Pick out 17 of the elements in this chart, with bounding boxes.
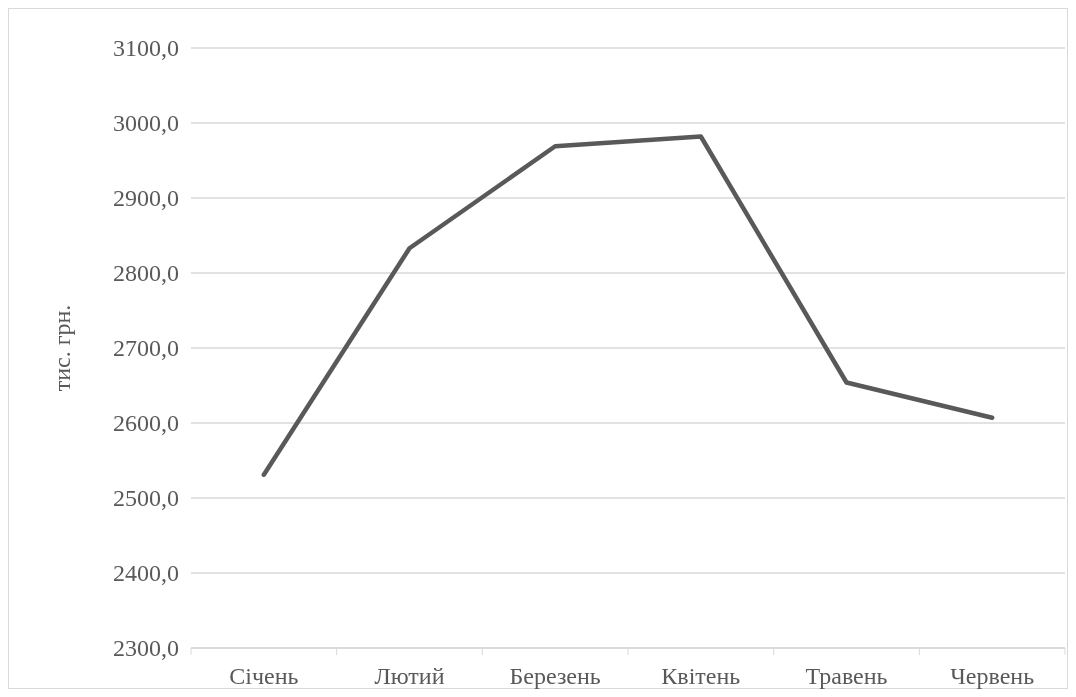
x-tick-label: Червень (950, 663, 1035, 689)
y-tick-label: 2800,0 (113, 260, 179, 287)
y-tick-label: 2300,0 (113, 635, 179, 662)
y-tick-label: 3100,0 (113, 35, 179, 62)
y-tick-label: 2900,0 (113, 185, 179, 212)
y-axis-title: тис. грн. (49, 304, 75, 392)
y-tick-label: 3000,0 (113, 110, 179, 137)
x-tick-label: Березень (509, 663, 601, 689)
x-tick-label: Травень (805, 663, 888, 689)
x-tick-label: Квітень (661, 663, 741, 689)
y-tick-label: 2400,0 (113, 560, 179, 587)
y-tick-label: 2600,0 (113, 410, 179, 437)
x-tick-label: Лютий (374, 663, 445, 689)
x-tick-label: Січень (229, 663, 299, 689)
line-series (261, 134, 995, 477)
y-tick-label: 2700,0 (113, 335, 179, 362)
y-tick-label: 2500,0 (113, 485, 179, 512)
